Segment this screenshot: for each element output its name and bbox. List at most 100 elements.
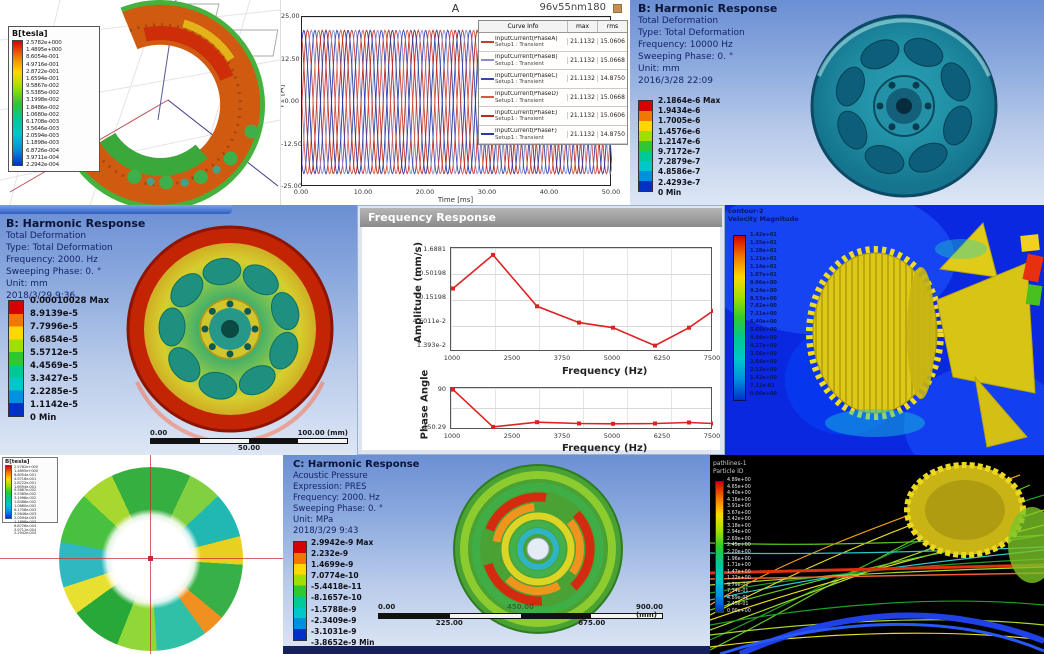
panel-maxwell-3d-field: B[tesla] 2.5782e+000 1.4895e+000 8.6054e-0…: [0, 0, 280, 205]
colorbar-value: 4.89e-01: [727, 595, 749, 601]
colorbar-value: 8.9139e-5: [30, 309, 79, 319]
colorbar-value: 2.94e+00: [727, 530, 751, 536]
ruler-label-450: 450.00: [506, 603, 535, 611]
result-info-block: C: Harmonic Response Acoustic Pressure Ex…: [293, 458, 419, 537]
axis-tick: -150.29: [420, 423, 446, 431]
colorbar-values: 2.9942e-9 Max 2.232e-9 1.4699e-9 7.0774e-10…: [311, 537, 374, 648]
legend-series-name: InputCurrent(PhaseD) Setup1 : Transient: [495, 91, 567, 104]
result-info-lines: Total Deformation Type: Total Deformation…: [6, 230, 145, 302]
series-name: InputCurrent(PhaseB): [495, 54, 558, 60]
legend-series-name: InputCurrent(PhaseC) Setup1 : Transient: [495, 73, 567, 86]
axis-tick: 5000: [603, 432, 621, 440]
scale-ruler: 0.00 450.00 900.00 (mm) 225.00 675.00: [378, 603, 663, 628]
colorbar-gradient: [5, 465, 12, 519]
ruler-label-225: 225.00: [435, 619, 463, 627]
info-line: Type: Total Deformation: [638, 28, 745, 38]
colorbar-value: 4.8586e-7: [658, 167, 701, 177]
colorbar-value: 2.13e+00: [750, 366, 777, 373]
series-rms: 15.0668: [597, 93, 627, 101]
legend-line-sample: [479, 96, 495, 99]
design-name-label: 96v55nm180: [539, 2, 606, 13]
info-line: Sweeping Phase: 0. °: [6, 267, 102, 277]
series-max: 21.1132: [567, 112, 597, 120]
axis-tick: 6250: [653, 354, 671, 362]
contour-name: contour-2: [728, 207, 764, 215]
colorbar-value: 1.2147e-6: [658, 136, 701, 146]
colorbar-value: 4.4569e-5: [30, 361, 79, 371]
colorbar-value: 2.84e+00: [750, 359, 777, 365]
window-titlebar[interactable]: Frequency Response: [360, 208, 722, 227]
info-line: Total Deformation: [6, 231, 87, 241]
wheel-render: [810, 14, 998, 198]
colorbar-value: 3.91e+00: [727, 504, 751, 510]
colorbar-value: 2.20e+00: [727, 550, 751, 556]
crosshair-center: [148, 556, 153, 561]
colorbar-value: 9.5867e-002: [14, 487, 37, 493]
axis-tick: 30.00: [477, 188, 497, 196]
colorbar-value: 7.11e-01: [750, 382, 775, 389]
crosshair-horizontal: [0, 558, 283, 559]
colorbar-value: 4.27e+00: [750, 343, 777, 350]
info-line: Unit: MPa: [293, 515, 334, 525]
colorbar-value: 1.1898e-003: [14, 518, 37, 524]
legend-header: Curve Info max rms: [479, 21, 627, 33]
colorbar-value: 3.5646e-003: [14, 510, 37, 516]
colorbar-value: 1.6594e-001: [14, 483, 37, 489]
colorbar-value: 2.45e-01: [727, 602, 749, 608]
colorbar-value: 3.42e+00: [727, 517, 751, 523]
colorbar-values: 1.42e+01 1.35e+01 1.28e+01 1.21e+01 1.14e+01…: [750, 232, 777, 399]
legend-line-sample: [479, 59, 495, 62]
series-name: InputCurrent(PhaseA): [495, 35, 558, 42]
colorbar-gradient: [733, 235, 746, 401]
axis-tick: 40.00: [539, 188, 559, 196]
ruler-label-900: 900.00 (mm): [635, 603, 663, 619]
colorbar-value: -1.5788e-9: [311, 604, 357, 614]
result-title: C: Harmonic Response: [293, 459, 420, 470]
axis-tick: 7500: [703, 354, 721, 362]
colorbar-value: 4.89e+00: [727, 478, 751, 483]
x-axis-ticks: 0.00 10.00 20.00 30.00 40.00 50.00: [294, 188, 621, 197]
colorbar-value: 4.16e+00: [727, 497, 751, 503]
colorbar-value: 7.82e+00: [750, 303, 777, 310]
panel-cfd-velocity-contour: contour-2 Velocity Magnitude 1.42e+01 1.3…: [725, 205, 1044, 455]
legend-row: InputCurrent(PhaseD) Setup1 : Transient 21…: [479, 89, 627, 107]
colorbar-gradient: [8, 300, 24, 417]
axis-tick: 20.00: [415, 188, 435, 196]
axis-tick: 0.15198: [419, 293, 446, 301]
ruler-bar: [150, 438, 348, 444]
info-line: Total Deformation: [638, 16, 719, 26]
axis-tick: 50.00: [601, 188, 621, 196]
window-titlebar-fragment[interactable]: [0, 205, 232, 214]
legend-header-rms: rms: [597, 21, 627, 32]
series-setup: Setup1 : Transient: [495, 60, 544, 67]
series-rms: 15.0606: [597, 112, 627, 120]
colorbar-value: 1.0680e-002: [26, 111, 59, 118]
info-line: Unit: mm: [6, 279, 48, 289]
axis-tick: 10.00: [353, 188, 373, 196]
series-rms: 15.0606: [597, 38, 627, 46]
legend-line-sample: [479, 114, 495, 117]
series-setup: Setup1 : Transient: [495, 116, 544, 122]
colorbar-value: -3.1031e-9: [311, 626, 357, 636]
contour-variable: Velocity Magnitude: [728, 215, 799, 223]
b-tesla-legend-small: B[tesla] 2.5782e+000 1.4895e+000 8.6054e-0…: [2, 457, 58, 535]
window-bottom-bar: [283, 646, 710, 654]
legend-series-name: InputCurrent(PhaseF) Setup1 : Transient: [495, 128, 567, 141]
window-icon[interactable]: [613, 4, 622, 13]
legend-row: InputCurrent(PhaseB) Setup1 : Transient 21…: [479, 52, 627, 70]
phase-x-ticks: 1000 2500 3750 5000 6250 7500: [444, 432, 721, 441]
axis-tick: -12.50: [281, 139, 302, 148]
colorbar-values: 2.5782e+000 1.4895e+000 8.6054e-001 4.9716e…: [14, 465, 38, 535]
series-max: 21.1132: [567, 56, 597, 64]
colorbar-value: -3.8652e-9 Min: [311, 637, 375, 647]
series-name: InputCurrent(PhaseE): [495, 109, 558, 116]
crosshair-vertical: [150, 455, 151, 654]
info-line: 2016/3/28 22:09: [638, 76, 713, 86]
axis-tick: 25.00: [281, 12, 300, 20]
info-line: Expression: PRES: [293, 482, 367, 492]
series-max: 21.1132: [567, 75, 597, 83]
curve-info-legend: Curve Info max rms InputCurrent(PhaseA) S…: [478, 20, 628, 145]
colorbar-value: 2.9942e-9 Max: [311, 538, 374, 547]
colorbar-value: 8.53e+00: [750, 295, 777, 302]
colorbar-value: 6.1708e-003: [14, 506, 37, 512]
